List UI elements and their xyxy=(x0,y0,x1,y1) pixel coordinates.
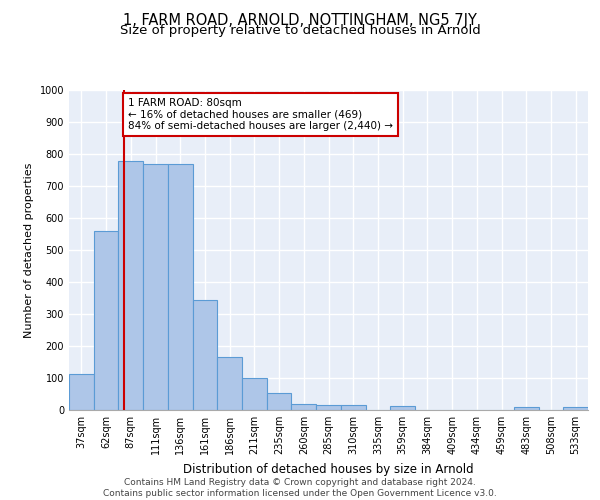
Bar xyxy=(267,393,292,410)
Text: Contains HM Land Registry data © Crown copyright and database right 2024.
Contai: Contains HM Land Registry data © Crown c… xyxy=(103,478,497,498)
Bar xyxy=(143,164,168,410)
Bar xyxy=(563,408,588,410)
Y-axis label: Number of detached properties: Number of detached properties xyxy=(24,162,34,338)
Bar xyxy=(69,374,94,410)
Bar xyxy=(118,161,143,410)
X-axis label: Distribution of detached houses by size in Arnold: Distribution of detached houses by size … xyxy=(183,462,474,475)
Bar xyxy=(217,357,242,410)
Bar xyxy=(94,231,118,410)
Text: Size of property relative to detached houses in Arnold: Size of property relative to detached ho… xyxy=(119,24,481,37)
Bar xyxy=(168,164,193,410)
Bar xyxy=(242,378,267,410)
Bar xyxy=(341,405,365,410)
Bar xyxy=(292,404,316,410)
Bar xyxy=(193,300,217,410)
Text: 1, FARM ROAD, ARNOLD, NOTTINGHAM, NG5 7JY: 1, FARM ROAD, ARNOLD, NOTTINGHAM, NG5 7J… xyxy=(123,12,477,28)
Text: 1 FARM ROAD: 80sqm
← 16% of detached houses are smaller (469)
84% of semi-detach: 1 FARM ROAD: 80sqm ← 16% of detached hou… xyxy=(128,98,393,131)
Bar xyxy=(390,406,415,410)
Bar xyxy=(316,405,341,410)
Bar xyxy=(514,408,539,410)
